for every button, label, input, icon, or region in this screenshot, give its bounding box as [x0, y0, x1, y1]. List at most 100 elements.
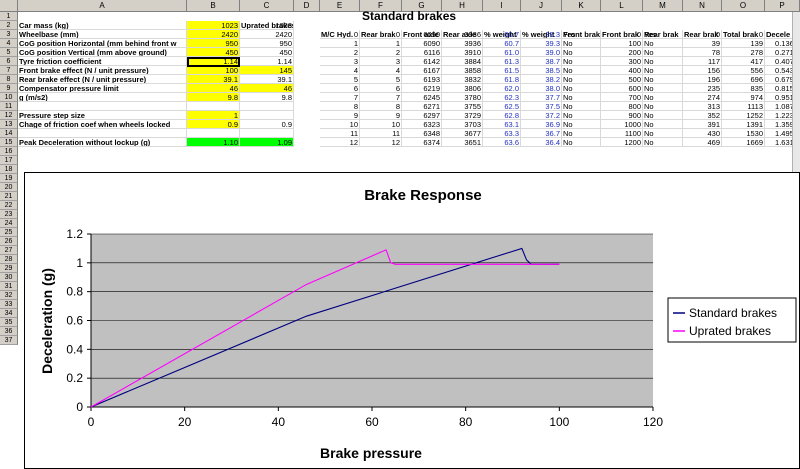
column-header-p[interactable]: P — [765, 0, 800, 12]
table-cell-n[interactable]: 313 — [683, 102, 722, 111]
table-cell-o[interactable]: 417 — [722, 57, 765, 66]
param-std-value[interactable]: 450 — [187, 48, 240, 57]
param-uprated-value[interactable]: 450 — [240, 48, 294, 57]
table-cell-l[interactable]: 500 — [601, 75, 643, 84]
table-cell-f[interactable]: 3 — [360, 57, 402, 66]
table-cell-h[interactable]: 3703 — [442, 120, 483, 129]
row-header-36[interactable]: 36 — [0, 327, 18, 336]
table-cell-m[interactable]: No — [643, 66, 683, 75]
param-uprated-value[interactable]: 1.14 — [240, 57, 294, 66]
table-cell-g[interactable]: 6245 — [402, 93, 442, 102]
table-cell-o[interactable]: 278 — [722, 48, 765, 57]
row-header-22[interactable]: 22 — [0, 201, 18, 210]
table-cell-g[interactable]: 6323 — [402, 120, 442, 129]
table-cell-g[interactable]: 6374 — [402, 138, 442, 147]
table-cell-h[interactable]: 3832 — [442, 75, 483, 84]
table-cell-f[interactable]: 6 — [360, 84, 402, 93]
row-header-14[interactable]: 14 — [0, 129, 18, 138]
row-header-21[interactable]: 21 — [0, 192, 18, 201]
row-header-10[interactable]: 10 — [0, 93, 18, 102]
table-cell-g[interactable]: 6142 — [402, 57, 442, 66]
table-cell-f[interactable]: 9 — [360, 111, 402, 120]
param-std-value[interactable]: 9.8 — [187, 93, 240, 102]
table-cell-e[interactable]: 8 — [320, 102, 360, 111]
column-header-b[interactable]: B — [187, 0, 240, 12]
table-cell-k[interactable]: No — [562, 57, 601, 66]
table-cell-l[interactable]: 800 — [601, 102, 643, 111]
table-cell-l[interactable]: 1100 — [601, 129, 643, 138]
table-cell-o[interactable]: 556 — [722, 66, 765, 75]
table-cell-o[interactable]: 1252 — [722, 111, 765, 120]
row-header-9[interactable]: 9 — [0, 84, 18, 93]
table-cell-h[interactable]: 3677 — [442, 129, 483, 138]
table-cell-i[interactable]: 62.8 — [483, 111, 521, 120]
table-cell-k[interactable]: No — [562, 102, 601, 111]
table-cell-g[interactable]: 6348 — [402, 129, 442, 138]
column-header-e[interactable]: E — [320, 0, 360, 12]
column-header-k[interactable]: K — [562, 0, 601, 12]
row-header-23[interactable]: 23 — [0, 210, 18, 219]
table-cell-k[interactable]: No — [562, 39, 601, 48]
table-cell-f[interactable]: 12 — [360, 138, 402, 147]
table-cell-h[interactable]: 3651 — [442, 138, 483, 147]
row-header-20[interactable]: 20 — [0, 183, 18, 192]
table-cell-o[interactable]: 974 — [722, 93, 765, 102]
param-uprated-value[interactable] — [240, 102, 294, 111]
row-header-28[interactable]: 28 — [0, 255, 18, 264]
table-cell-j[interactable]: 38.2 — [521, 75, 562, 84]
row-header-37[interactable]: 37 — [0, 336, 18, 345]
column-header-o[interactable]: O — [722, 0, 765, 12]
table-cell-n[interactable]: 117 — [683, 57, 722, 66]
row-header-13[interactable]: 13 — [0, 120, 18, 129]
table-cell-n[interactable]: 352 — [683, 111, 722, 120]
table-cell-l[interactable]: 1000 — [601, 120, 643, 129]
table-cell-l[interactable]: 300 — [601, 57, 643, 66]
table-cell-o[interactable]: 1391 — [722, 120, 765, 129]
table-cell-o[interactable]: 1113 — [722, 102, 765, 111]
table-cell-l[interactable]: 0 — [601, 30, 643, 39]
table-cell-l[interactable]: 900 — [601, 111, 643, 120]
table-cell-k[interactable]: No — [562, 48, 601, 57]
table-cell-m[interactable]: No — [643, 39, 683, 48]
table-cell-m[interactable]: No — [643, 129, 683, 138]
table-cell-h[interactable]: 3858 — [442, 66, 483, 75]
table-cell-i[interactable]: 60.7 — [483, 30, 521, 39]
table-cell-k[interactable]: No — [562, 111, 601, 120]
table-cell-m[interactable]: No — [643, 57, 683, 66]
param-std-value[interactable]: 1.10 — [187, 138, 240, 147]
param-std-value[interactable]: 1023 — [187, 21, 240, 30]
row-header-8[interactable]: 8 — [0, 75, 18, 84]
table-cell-k[interactable]: No — [562, 66, 601, 75]
table-cell-l[interactable]: 100 — [601, 39, 643, 48]
param-std-value[interactable]: 950 — [187, 39, 240, 48]
table-cell-m[interactable]: Yes — [643, 30, 683, 39]
table-cell-l[interactable]: 200 — [601, 48, 643, 57]
table-cell-i[interactable]: 63.1 — [483, 120, 521, 129]
column-header-i[interactable]: I — [483, 0, 521, 12]
table-cell-o[interactable]: 139 — [722, 39, 765, 48]
table-cell-n[interactable]: 274 — [683, 93, 722, 102]
table-cell-i[interactable]: 62.0 — [483, 84, 521, 93]
table-cell-k[interactable]: No — [562, 75, 601, 84]
table-cell-k[interactable]: No — [562, 138, 601, 147]
table-cell-m[interactable]: No — [643, 75, 683, 84]
table-cell-m[interactable]: No — [643, 111, 683, 120]
table-cell-f[interactable]: 5 — [360, 75, 402, 84]
row-header-16[interactable]: 16 — [0, 147, 18, 156]
table-cell-h[interactable]: 3780 — [442, 93, 483, 102]
table-cell-n[interactable]: 235 — [683, 84, 722, 93]
table-cell-e[interactable]: 11 — [320, 129, 360, 138]
param-uprated-value[interactable] — [240, 111, 294, 120]
column-header-m[interactable]: M — [643, 0, 683, 12]
param-uprated-value[interactable]: 2420 — [240, 30, 294, 39]
table-cell-n[interactable]: 78 — [683, 48, 722, 57]
table-cell-o[interactable]: 1669 — [722, 138, 765, 147]
row-header-34[interactable]: 34 — [0, 309, 18, 318]
column-header-g[interactable]: G — [402, 0, 442, 12]
table-cell-n[interactable]: 39 — [683, 39, 722, 48]
table-cell-l[interactable]: 700 — [601, 93, 643, 102]
param-std-value[interactable]: 46 — [187, 84, 240, 93]
param-std-value[interactable]: 39.1 — [187, 75, 240, 84]
table-cell-i[interactable]: 62.3 — [483, 93, 521, 102]
table-cell-i[interactable]: 60.7 — [483, 39, 521, 48]
